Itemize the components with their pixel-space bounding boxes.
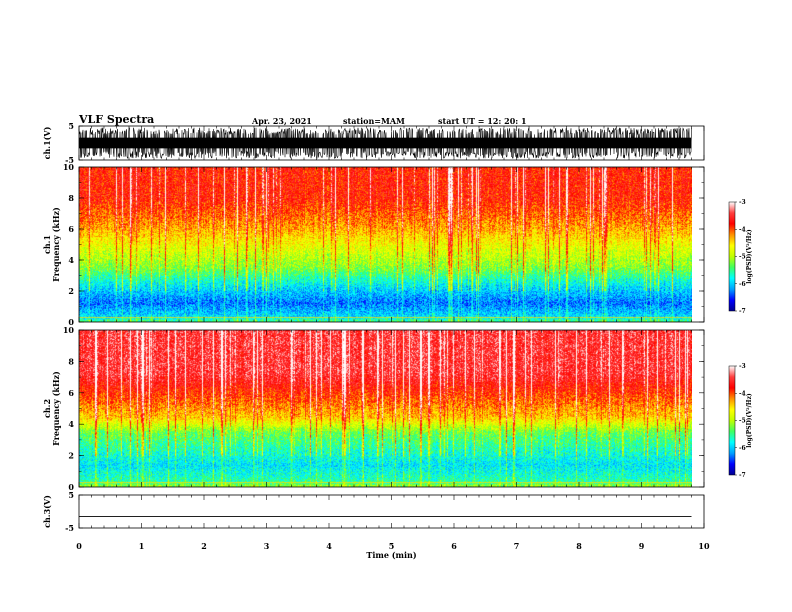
y-axis-label-group: ch.3(V) <box>42 495 52 528</box>
x-tick-label: 0 <box>76 541 82 551</box>
colorbar-tick-label: -5 <box>739 254 746 261</box>
colorbar-tick-label: -6 <box>739 445 746 452</box>
y-tick-label: 4 <box>68 419 74 429</box>
ch2-spectrogram-image <box>79 330 692 487</box>
y-axis-label-frequency: Frequency (kHz) <box>51 207 61 282</box>
colorbar-tick-label: -4 <box>739 390 746 397</box>
y-axis-label-group: ch.1 Frequency (kHz) <box>42 207 61 282</box>
y-tick-label: 8 <box>68 356 74 366</box>
x-tick-label: 8 <box>576 541 582 551</box>
x-tick-label: 5 <box>389 541 395 551</box>
y-tick-label: 6 <box>68 224 74 234</box>
figure-title: VLF Spectra <box>79 113 155 126</box>
y-axis-label-ch3-waveform: ch.3(V) <box>42 495 52 528</box>
y-tick-label: 2 <box>68 451 74 461</box>
y-axis-label-group: ch.1(V) <box>42 126 52 159</box>
y-axis-label-ch1-waveform: ch.1(V) <box>42 126 52 159</box>
colorbar-1 <box>728 201 736 312</box>
y-tick-label: 10 <box>63 162 75 172</box>
y-tick-label: 10 <box>63 325 75 335</box>
colorbar-label: log(PSD)(V²/Hz) <box>746 229 753 284</box>
x-tick-label: 2 <box>201 541 207 551</box>
ch1-waveform-core <box>79 137 692 149</box>
station-label: station=MAM <box>343 116 405 126</box>
y-tick-label: 6 <box>68 388 74 398</box>
y-axis-label-channel: ch.2 <box>42 399 52 418</box>
x-axis-label: Time (min) <box>366 550 416 560</box>
x-tick-label: 7 <box>514 541 520 551</box>
colorbar-label-group: log(PSD)(V²/Hz) <box>746 393 753 448</box>
x-tick-label: 4 <box>326 541 332 551</box>
colorbar-tick-label: -6 <box>739 281 746 288</box>
y-tick-label: 0 <box>68 317 74 327</box>
y-tick-label: -5 <box>65 155 74 165</box>
y-tick-label: 5 <box>68 121 74 131</box>
colorbar-tick-label: -7 <box>739 308 746 315</box>
x-tick-label: 9 <box>639 541 645 551</box>
x-tick-label: 3 <box>264 541 270 551</box>
y-tick-label: -5 <box>65 523 74 533</box>
colorbar-tick-label: -3 <box>739 363 746 370</box>
colorbar-tick-label: -4 <box>739 226 746 233</box>
x-tick-label: 10 <box>698 541 710 551</box>
colorbar-tick-label: -3 <box>739 199 746 206</box>
y-tick-label: 0 <box>68 482 74 492</box>
y-tick-label: 4 <box>68 255 74 265</box>
colorbar-tick-label: -7 <box>739 472 746 479</box>
y-axis-label-group: ch.2 Frequency (kHz) <box>42 371 61 446</box>
y-tick-label: 2 <box>68 286 74 296</box>
start-time-label: start UT = 12: 20: 1 <box>438 116 527 126</box>
date-label: Apr. 23, 2021 <box>252 116 312 126</box>
colorbar-label: log(PSD)(V²/Hz) <box>746 393 753 448</box>
y-tick-label: 8 <box>68 193 74 203</box>
x-tick-label: 6 <box>451 541 457 551</box>
colorbar-label-group: log(PSD)(V²/Hz) <box>746 229 753 284</box>
y-axis-label-channel: ch.1 <box>42 235 52 254</box>
colorbar-2 <box>728 365 736 476</box>
ch1-spectrogram-image <box>79 167 692 322</box>
y-axis-label-frequency: Frequency (kHz) <box>51 371 61 446</box>
x-tick-label: 1 <box>139 541 145 551</box>
colorbar-tick-label: -5 <box>739 418 746 425</box>
y-tick-label: 5 <box>68 490 74 500</box>
